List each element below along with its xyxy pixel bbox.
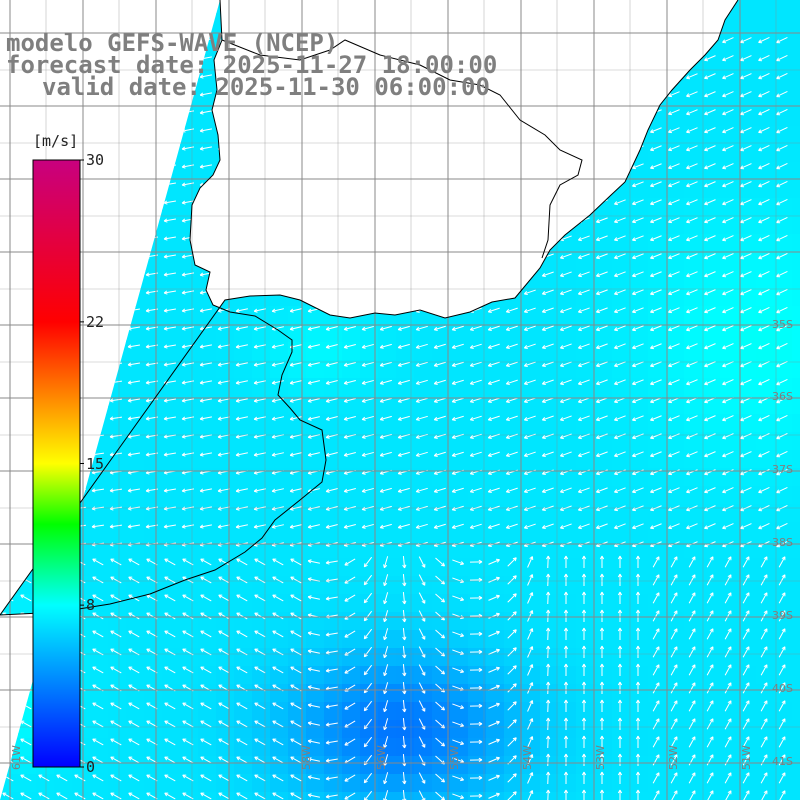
country-border	[221, 39, 583, 259]
colorbar-gradient	[32, 159, 81, 768]
longitude-label: 55W	[448, 745, 461, 770]
colorbar-tick-label: 30	[86, 151, 105, 169]
latitude-label: 38S	[772, 536, 793, 549]
colorbar	[32, 159, 84, 768]
latitude-label: 37S	[772, 463, 793, 476]
longitude-label: 52W	[667, 745, 680, 770]
longitude-label: 51W	[740, 745, 753, 770]
longitude-label: 53W	[594, 745, 607, 770]
latitude-label: 36S	[772, 390, 793, 403]
model-title: modelo GEFS-WAVE (NCEP)	[6, 29, 339, 57]
valid-date: valid date: 2025-11-30 06:00:00	[42, 73, 490, 101]
latitude-label: 39S	[772, 609, 793, 622]
colorbar-tick-label: 15	[86, 454, 105, 473]
colorbar-tick-label: 8	[86, 596, 96, 615]
colorbar-unit: [m/s]	[33, 132, 79, 150]
longitude-label: 61W	[10, 745, 23, 770]
longitude-label: 56W	[375, 745, 388, 770]
longitude-label: 58W	[300, 745, 313, 770]
latitude-label: 40S	[772, 682, 793, 695]
coastline	[0, 0, 739, 616]
forecast-date: forecast date: 2025-11-27 18:00:00	[6, 51, 498, 79]
latitude-label: 35S	[772, 318, 793, 331]
colorbar-tick-label: 22	[86, 312, 105, 331]
colorbar-tick-label: 0	[86, 758, 96, 776]
latitude-label: 41S	[772, 755, 793, 768]
longitude-label: 54W	[521, 745, 534, 770]
